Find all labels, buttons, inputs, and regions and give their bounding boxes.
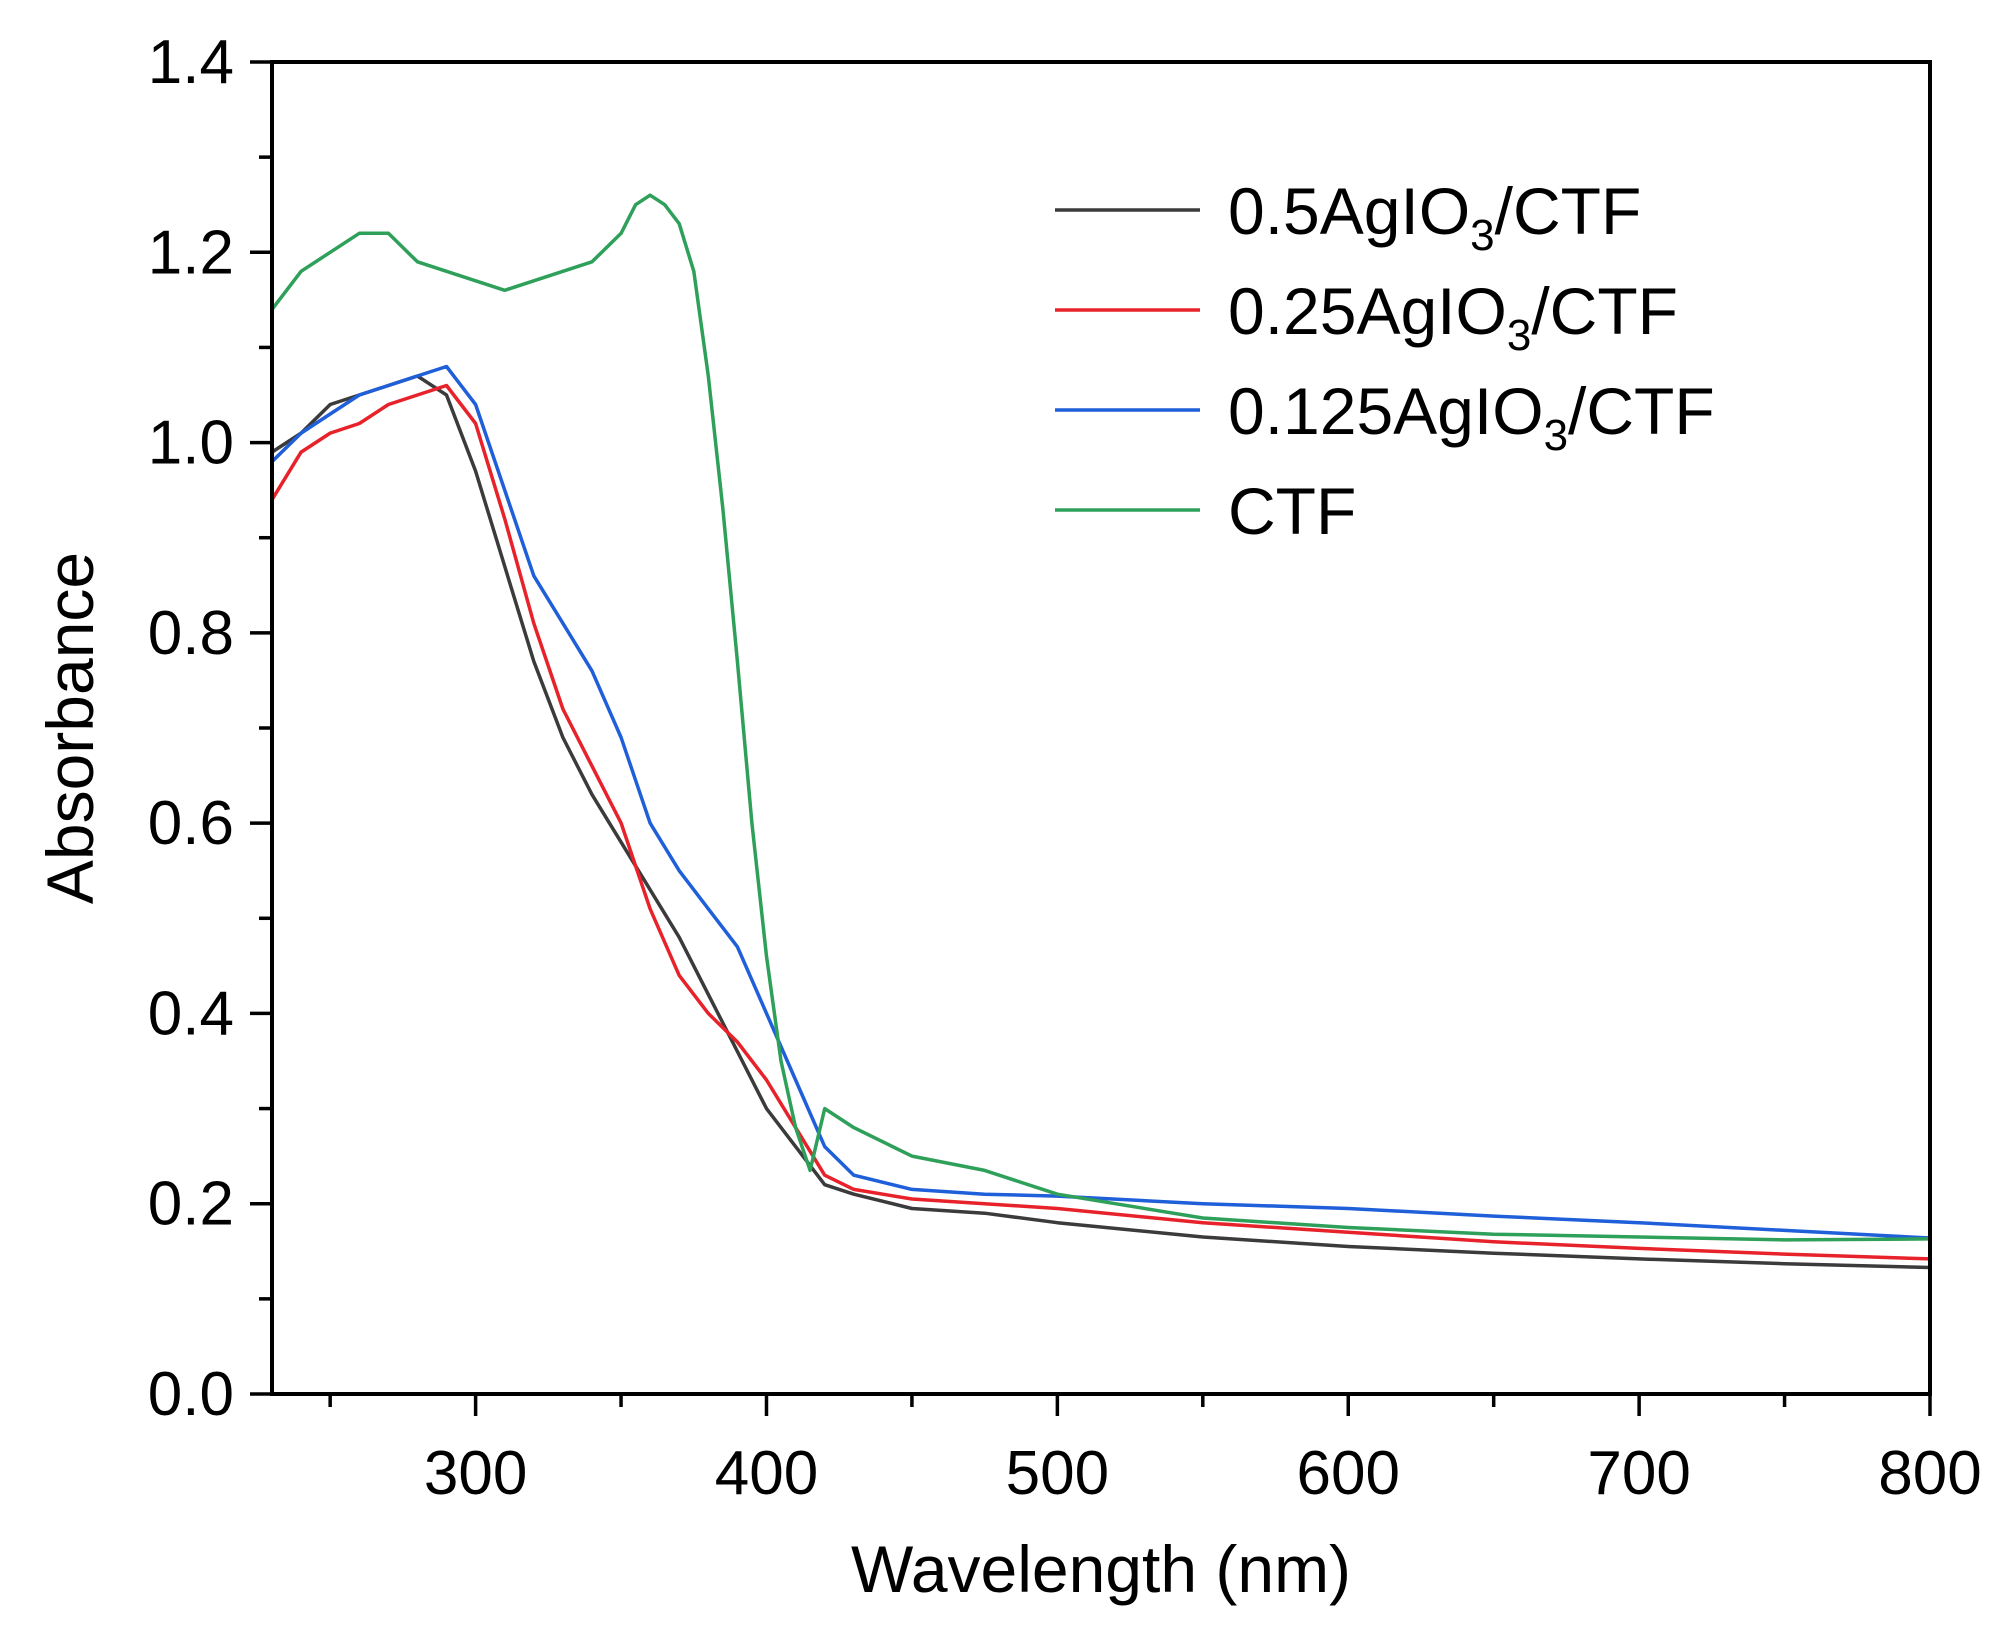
y-tick-label: 0.8	[148, 599, 234, 668]
plot-area-frame	[270, 60, 1932, 1396]
x-tick-label: 700	[1587, 1439, 1690, 1508]
y-axis-label: Absorbance	[33, 552, 107, 904]
x-tick-label: 800	[1878, 1439, 1981, 1508]
series-layer	[272, 193, 1930, 1270]
series-line-4	[272, 193, 1930, 1242]
series-line-2	[272, 383, 1930, 1261]
legend-label: 0.5AgIO3/CTF	[1228, 174, 1641, 260]
legend: 0.5AgIO3/CTF 0.25AgIO3/CTF 0.125AgIO3/CTF C…	[1055, 174, 1715, 548]
legend-label: 0.25AgIO3/CTF	[1228, 274, 1678, 360]
x-axis-label: Wavelength (nm)	[851, 1532, 1351, 1606]
y-tick-label: 0.2	[148, 1170, 234, 1239]
x-tick-label: 600	[1297, 1439, 1400, 1508]
y-axis: 0.0 0.2 0.4 0.6 0.8 1.0 1.2 1.4	[148, 28, 272, 1429]
x-tick-label: 300	[424, 1439, 527, 1508]
x-axis: 300 400 500 600 700 800	[328, 1394, 1982, 1508]
y-tick-label: 1.2	[148, 218, 234, 287]
y-tick-label: 0.4	[148, 979, 234, 1048]
y-tick-label: 0.0	[148, 1360, 234, 1429]
legend-label: 0.125AgIO3/CTF	[1228, 374, 1715, 460]
x-tick-label: 500	[1006, 1439, 1109, 1508]
y-tick-label: 0.6	[148, 789, 234, 858]
legend-label: CTF	[1228, 474, 1356, 548]
y-tick-label: 1.0	[148, 409, 234, 478]
x-tick-label: 400	[715, 1439, 818, 1508]
y-tick-label: 1.4	[148, 28, 234, 97]
series-line-3	[272, 364, 1930, 1240]
